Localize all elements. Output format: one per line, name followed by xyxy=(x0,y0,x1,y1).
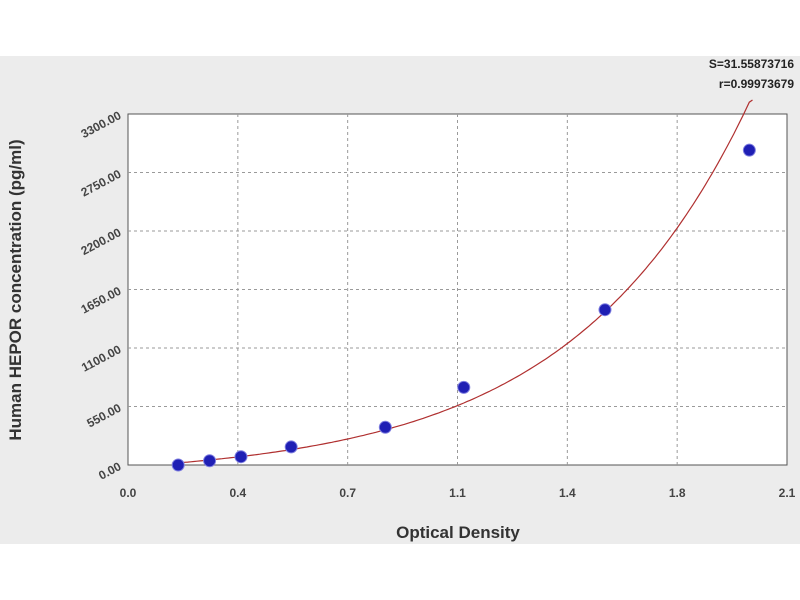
r-statistic: r=0.99973679 xyxy=(719,77,794,91)
data-point xyxy=(378,420,392,434)
grid-lines xyxy=(128,114,787,465)
x-tick-label: 2.1 xyxy=(779,486,796,500)
data-point xyxy=(203,454,217,468)
data-point xyxy=(457,380,471,394)
x-tick-labels: 0.0 0.4 0.7 1.1 1.4 1.8 2.1 xyxy=(120,486,796,500)
x-tick-label: 1.1 xyxy=(449,486,466,500)
y-tick-label: 2750.00 xyxy=(79,167,124,200)
y-tick-labels: 0.00 550.00 1100.00 1650.00 2200.00 2750.00 33… xyxy=(79,108,124,482)
y-tick-label: 3300.00 xyxy=(79,108,124,141)
data-point xyxy=(234,450,248,464)
y-axis-label: Human HEPOR concentration (pg/ml) xyxy=(6,139,25,440)
x-tick-label: 0.4 xyxy=(229,486,246,500)
data-point xyxy=(742,143,756,157)
data-point xyxy=(598,303,612,317)
x-tick-label: 1.4 xyxy=(559,486,576,500)
y-tick-label: 1650.00 xyxy=(79,284,124,317)
y-tick-label: 0.00 xyxy=(96,459,123,482)
data-points xyxy=(171,143,756,472)
s-statistic: S=31.55873716 xyxy=(709,57,794,71)
y-tick-label: 550.00 xyxy=(84,401,123,431)
data-point xyxy=(284,440,298,454)
x-tick-label: 1.8 xyxy=(669,486,686,500)
data-point xyxy=(171,458,185,472)
fit-curve xyxy=(171,99,753,464)
y-tick-label: 1100.00 xyxy=(79,342,124,375)
y-tick-label: 2200.00 xyxy=(79,225,124,258)
x-axis-label: Optical Density xyxy=(396,523,520,542)
x-tick-label: 0.0 xyxy=(120,486,137,500)
x-tick-label: 0.7 xyxy=(339,486,356,500)
